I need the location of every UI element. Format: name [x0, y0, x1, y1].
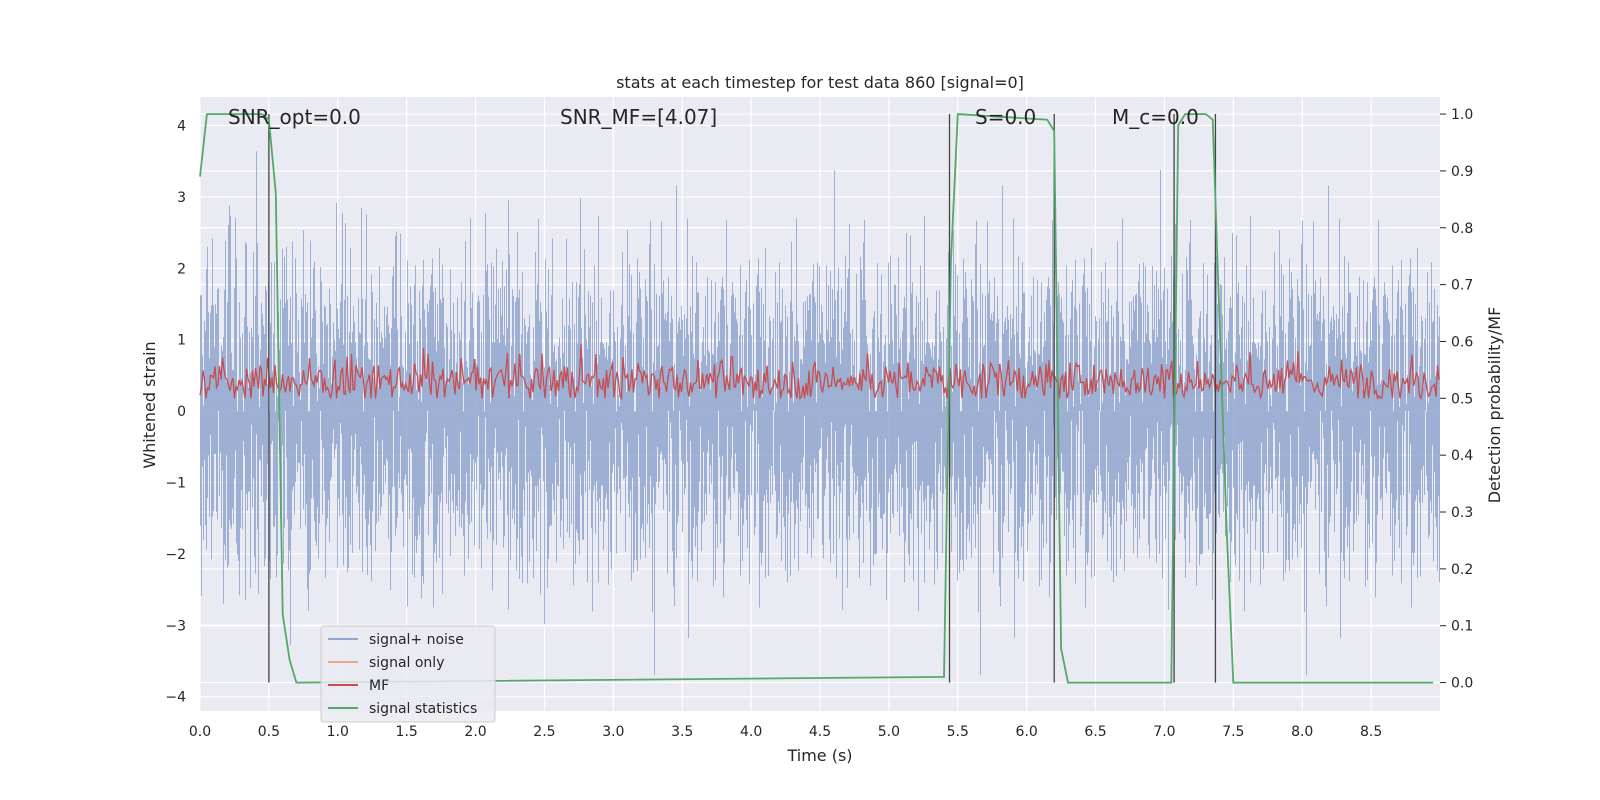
legend-label-signal-noise: signal+ noise [369, 632, 464, 648]
y-tick-label: 2 [177, 261, 186, 277]
x-tick-label: 7.0 [1153, 724, 1175, 740]
x-tick-label: 8.5 [1360, 724, 1382, 740]
y-tick-label: 4 [177, 119, 186, 135]
signal-statistics-line [199, 113, 1434, 684]
x-tick-label: 7.5 [1222, 724, 1244, 740]
ticks: 0.0 0.5 1.0 1.5 2.0 2.5 3.0 3.5 4.0 4.5 5.0 5.5 6.0 6… [165, 107, 1473, 740]
y-right-tick-label: 0.7 [1451, 278, 1473, 294]
x-tick-label: 2.5 [533, 724, 555, 740]
y-right-tick-label: 0.1 [1451, 619, 1473, 635]
chart-title: stats at each timestep for test data 860… [616, 73, 1024, 92]
y-right-tick-label: 0.4 [1451, 448, 1473, 464]
y-right-tick-label: 0.2 [1451, 562, 1473, 578]
y-tick-label: 3 [177, 190, 186, 206]
x-tick-label: 3.0 [602, 724, 624, 740]
legend-label-mf: MF [369, 678, 389, 694]
y-right-tick-label: 0.5 [1451, 391, 1473, 407]
y-right-tick-label: 0.8 [1451, 221, 1473, 237]
snr-mf-annotation: SNR_MF=[4.07] [560, 105, 717, 129]
y-tick-label: 1 [177, 333, 186, 349]
y-tick-label: −3 [165, 618, 186, 634]
snr-opt-annotation: SNR_opt=0.0 [228, 105, 361, 129]
legend: signal+ noise signal only MF signal stat… [320, 625, 496, 723]
y-axis-right-label: Detection probability/MF [1485, 307, 1504, 504]
x-tick-label: 0.5 [258, 724, 280, 740]
mf-layer [199, 344, 1440, 401]
x-tick-label: 1.5 [396, 724, 418, 740]
x-tick-label: 4.0 [740, 724, 762, 740]
x-axis-label: Time (s) [786, 746, 852, 765]
y-tick-label: 0 [177, 404, 186, 420]
s-annotation: S=0.0 [975, 105, 1036, 129]
x-tick-label: 6.5 [1084, 724, 1106, 740]
legend-label-signal-only: signal only [369, 655, 444, 671]
x-tick-label: 1.0 [327, 724, 349, 740]
y-right-tick-label: 0.0 [1451, 676, 1473, 692]
y-axis-label: Whitened strain [140, 341, 159, 468]
legend-box [320, 625, 496, 723]
y-tick-label: −4 [165, 690, 186, 706]
x-tick-label: 4.5 [809, 724, 831, 740]
y-right-tick-label: 1.0 [1451, 107, 1473, 123]
x-tick-label: 5.5 [947, 724, 969, 740]
signal-statistics-layer [199, 113, 1434, 684]
y-tick-label: −1 [165, 476, 186, 492]
x-tick-label: 5.0 [878, 724, 900, 740]
mc-annotation: M_c=0.0 [1112, 105, 1199, 129]
y-right-tick-label: 0.9 [1451, 164, 1473, 180]
x-tick-label: 6.0 [1016, 724, 1038, 740]
x-tick-label: 3.5 [671, 724, 693, 740]
legend-label-signal-statistics: signal statistics [369, 701, 477, 717]
x-tick-label: 2.0 [464, 724, 486, 740]
x-tick-label: 0.0 [189, 724, 211, 740]
x-tick-label: 8.0 [1291, 724, 1313, 740]
y-right-tick-label: 0.3 [1451, 505, 1473, 521]
mf-trace [199, 344, 1440, 401]
y-tick-label: −2 [165, 547, 186, 563]
y-right-tick-label: 0.6 [1451, 334, 1473, 350]
